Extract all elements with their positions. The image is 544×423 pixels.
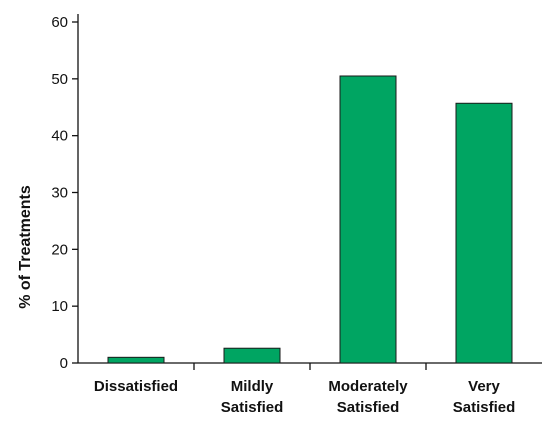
bar-very-satisfied	[455, 102, 513, 364]
y-tick-label: 0	[60, 355, 68, 372]
y-tick-label: 60	[51, 14, 68, 31]
x-category-label: Satisfied	[453, 399, 516, 416]
y-axis: 0 10 20 30 40 50 60	[51, 14, 79, 372]
y-tick-label: 50	[51, 71, 68, 88]
category-labels: Dissatisfied Mildly Satisfied Moderately Sat…	[94, 378, 515, 416]
x-category-label: Very	[468, 378, 500, 395]
y-tick-label: 30	[51, 185, 68, 202]
y-axis-title: % of Treatments	[17, 185, 34, 309]
x-category-label: Mildly	[231, 378, 274, 395]
x-category-label: Dissatisfied	[94, 378, 178, 395]
bar-dissatisfied	[107, 356, 165, 364]
bars	[107, 75, 513, 364]
y-tick-label: 40	[51, 128, 68, 145]
y-tick-label: 10	[51, 298, 68, 315]
x-category-label: Moderately	[328, 378, 408, 395]
bar-moderately-satisfied	[339, 75, 397, 364]
x-axis	[78, 362, 542, 370]
y-tick-label: 20	[51, 241, 68, 258]
x-category-label: Satisfied	[221, 399, 284, 416]
bar-mildly-satisfied	[223, 347, 281, 364]
x-category-label: Satisfied	[337, 399, 400, 416]
